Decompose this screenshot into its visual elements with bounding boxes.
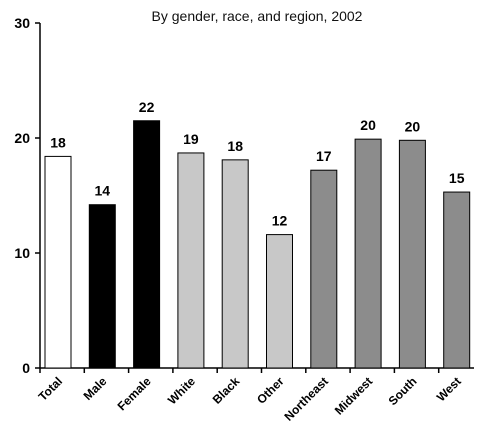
bar-female [133, 120, 161, 369]
bar-northeast [310, 169, 338, 369]
y-tick-label: 30 [14, 15, 30, 31]
bar-black [221, 159, 249, 369]
data-labels: 18 14 22 19 18 12 17 20 20 15 [50, 99, 464, 229]
y-axis: 0 10 20 30 [14, 15, 41, 376]
data-label-west: 15 [449, 170, 465, 186]
x-tick-label-black: Black [210, 374, 243, 407]
x-tick-label-total: Total [36, 374, 66, 404]
x-tick-label-south: South [386, 374, 420, 408]
data-label-male: 14 [95, 183, 111, 199]
data-label-total: 18 [50, 134, 66, 150]
data-label-female: 22 [139, 99, 155, 115]
bar-total [44, 155, 72, 369]
x-tick-label-white: White [165, 374, 198, 407]
bar-west [443, 191, 471, 369]
x-tick-label-northeast: Northeast [281, 374, 331, 424]
data-label-northeast: 17 [316, 148, 332, 164]
data-label-midwest: 20 [360, 117, 376, 133]
data-label-black: 18 [227, 138, 243, 154]
bar-male [88, 204, 116, 369]
x-tick-label-midwest: Midwest [332, 374, 375, 417]
y-tick-label: 10 [14, 245, 30, 261]
data-label-white: 19 [183, 131, 199, 147]
chart-title: By gender, race, and region, 2002 [152, 8, 363, 24]
bar-south [398, 139, 426, 369]
bar-other [266, 234, 293, 369]
bar-white [177, 152, 205, 369]
data-label-other: 12 [272, 213, 288, 229]
x-tick-label-male: Male [81, 374, 110, 403]
y-tick-label: 20 [14, 130, 30, 146]
x-tick-label-other: Other [254, 374, 287, 407]
x-tick-label-female: Female [115, 374, 154, 413]
y-tick-label: 0 [22, 360, 30, 376]
x-axis [39, 367, 474, 373]
bar-midwest [354, 138, 382, 369]
x-tick-label-west: West [434, 374, 464, 404]
bars [44, 120, 471, 369]
data-label-south: 20 [405, 118, 421, 134]
